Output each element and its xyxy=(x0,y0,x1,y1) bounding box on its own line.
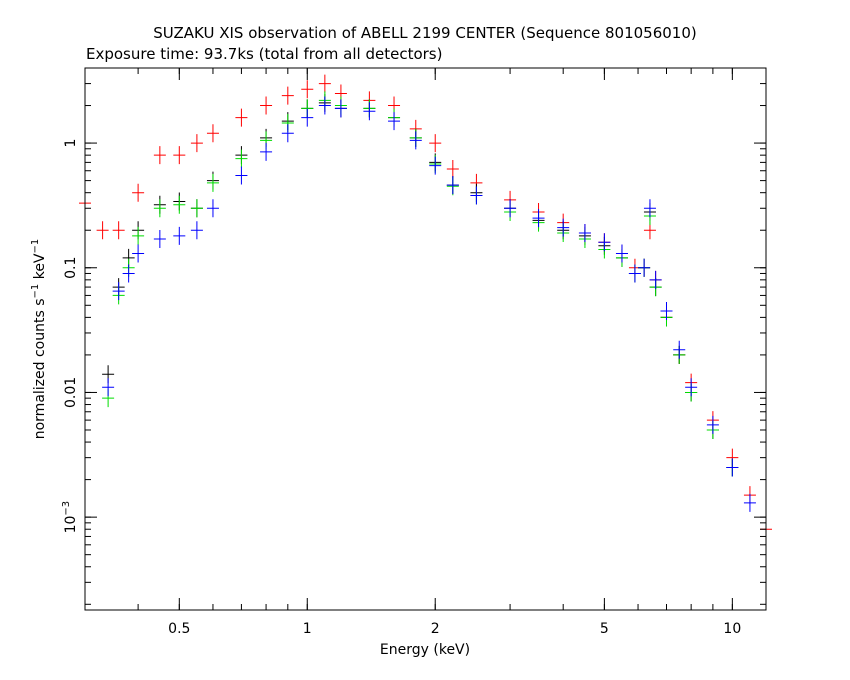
data-point xyxy=(504,199,517,218)
data-point xyxy=(260,96,273,115)
y-tick-label: 10−3 xyxy=(61,501,79,534)
data-point xyxy=(615,244,628,263)
data-point xyxy=(598,233,611,252)
x-tick-label: 10 xyxy=(723,621,741,637)
y-tick-label-base: 10 xyxy=(63,516,79,534)
data-point xyxy=(173,195,186,214)
y-tick-label: 0.1 xyxy=(63,257,79,279)
chart-title: SUZAKU XIS observation of ABELL 2199 CEN… xyxy=(153,24,696,42)
data-point xyxy=(173,146,186,165)
data-point xyxy=(132,244,145,263)
y-tick-label: 0.01 xyxy=(63,377,79,408)
plot-frame xyxy=(84,67,767,611)
x-tick-label: 0.5 xyxy=(168,621,190,637)
x-tick-label: 1 xyxy=(303,621,312,637)
data-point xyxy=(206,173,219,192)
data-point xyxy=(660,302,673,321)
series-1 xyxy=(102,93,739,477)
series-2 xyxy=(102,91,739,477)
data-point xyxy=(557,218,570,237)
y-axis-label-sup2: −1 xyxy=(30,239,41,254)
data-point xyxy=(578,224,591,243)
series-layer xyxy=(79,74,772,539)
data-point xyxy=(388,112,401,131)
data-point xyxy=(153,230,166,249)
data-point xyxy=(235,166,248,185)
data-point xyxy=(132,226,145,245)
series-0 xyxy=(79,74,772,539)
data-point xyxy=(429,134,442,153)
data-point xyxy=(281,86,294,105)
y-tick-label: 1 xyxy=(63,139,79,148)
data-point xyxy=(446,176,459,195)
data-point xyxy=(318,96,331,115)
data-point xyxy=(190,134,203,153)
data-point xyxy=(96,221,109,240)
data-point xyxy=(235,108,248,127)
data-point xyxy=(235,149,248,168)
data-point xyxy=(409,131,422,150)
y-axis-label-main: normalized counts s xyxy=(32,298,48,439)
data-point xyxy=(685,378,698,397)
data-point xyxy=(334,99,347,118)
data-point xyxy=(628,264,641,283)
data-point xyxy=(673,340,686,359)
data-point xyxy=(153,146,166,165)
data-point xyxy=(363,102,376,121)
data-point xyxy=(153,199,166,218)
data-point xyxy=(649,270,662,289)
data-point xyxy=(638,258,651,277)
data-point xyxy=(318,74,331,93)
data-point xyxy=(112,282,125,301)
data-point xyxy=(301,80,314,99)
chart-subtitle: Exposure time: 93.7ks (total from all de… xyxy=(86,45,442,63)
data-point xyxy=(190,221,203,240)
data-point xyxy=(706,415,719,434)
data-point xyxy=(112,221,125,240)
data-point xyxy=(122,264,135,283)
data-point xyxy=(643,199,656,218)
data-point xyxy=(281,124,294,143)
data-point xyxy=(102,378,115,397)
series-3 xyxy=(102,96,756,512)
data-point xyxy=(260,142,273,161)
data-point xyxy=(726,458,739,477)
data-point xyxy=(532,209,545,228)
x-tick-label: 5 xyxy=(600,621,609,637)
data-point xyxy=(173,226,186,245)
data-point xyxy=(190,199,203,218)
data-point xyxy=(206,124,219,143)
data-point xyxy=(743,493,756,512)
x-axis-label: Energy (keV) xyxy=(380,642,470,658)
y-axis-label-sup1: −1 xyxy=(30,284,41,299)
data-point xyxy=(470,186,483,205)
y-axis-label: normalized counts s−1 keV−1 xyxy=(30,239,48,440)
x-tick-label: 2 xyxy=(431,621,440,637)
data-point xyxy=(446,159,459,178)
y-axis-label-mid: keV xyxy=(32,253,48,284)
y-tick-label-exp: −3 xyxy=(61,501,72,516)
data-point xyxy=(301,108,314,127)
data-point xyxy=(206,199,219,218)
data-point xyxy=(429,156,442,175)
data-point xyxy=(132,183,145,202)
